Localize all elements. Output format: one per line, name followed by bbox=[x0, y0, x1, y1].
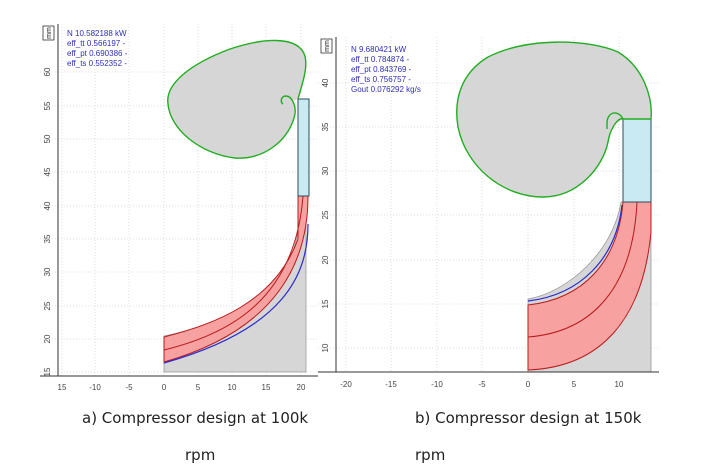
y-tick: 35 bbox=[321, 122, 330, 131]
y-tick: 45 bbox=[43, 167, 52, 176]
unit-label: mm bbox=[324, 40, 331, 52]
x-tick: 0 bbox=[162, 383, 167, 392]
y-tick: 30 bbox=[43, 267, 52, 276]
panel-a: 15 -10 -5 0 5 10 15 20 60 55 50 45 40 35… bbox=[40, 24, 318, 397]
y-tick-labels: 60 55 50 45 40 35 30 25 20 15 bbox=[43, 67, 52, 376]
panel-b-plot: -20 -15 -10 -5 0 5 10 40 35 30 25 20 15 … bbox=[318, 37, 659, 393]
volute bbox=[456, 41, 652, 198]
unit-label: mm bbox=[46, 27, 53, 39]
annotations: N 10.582188 kW eff_tt 0.566197 - eff_pt … bbox=[67, 29, 128, 68]
y-tick: 30 bbox=[321, 166, 330, 175]
y-tick: 50 bbox=[43, 134, 52, 143]
x-tick: -20 bbox=[340, 380, 352, 389]
x-tick: 0 bbox=[526, 380, 531, 389]
caption-b: b) Compressor design at 150k bbox=[415, 409, 642, 427]
x-tick: 10 bbox=[228, 383, 237, 392]
y-tick: 10 bbox=[321, 343, 330, 352]
annotation-eff-tt: eff_tt 0.784874 - bbox=[351, 55, 409, 64]
caption-b-line2: rpm bbox=[415, 446, 446, 464]
impeller-midline bbox=[163, 195, 304, 351]
impeller-midline bbox=[527, 201, 638, 338]
caption-a-line2: rpm bbox=[185, 446, 216, 464]
y-tick: 40 bbox=[321, 78, 330, 87]
annotation-power: N 10.582188 kW bbox=[67, 29, 127, 38]
annotations: N 9.680421 kW eff_tt 0.784874 - eff_pt 0… bbox=[351, 45, 421, 94]
x-tick: -5 bbox=[125, 383, 133, 392]
y-tick: 20 bbox=[321, 255, 330, 264]
x-tick: 15 bbox=[262, 383, 271, 392]
caption-a: a) Compressor design at 100k bbox=[82, 409, 309, 427]
x-tick-labels: 15 -10 -5 0 5 10 15 20 bbox=[58, 383, 306, 392]
y-tick: 40 bbox=[43, 201, 52, 210]
x-tick: 5 bbox=[572, 380, 577, 389]
unit-label-box bbox=[320, 38, 333, 54]
y-tick: 25 bbox=[43, 301, 52, 310]
x-tick: -15 bbox=[385, 380, 397, 389]
annotation-eff-tt: eff_tt 0.566197 - bbox=[67, 39, 125, 48]
y-tick: 15 bbox=[43, 367, 52, 376]
annotation-eff-pt: eff_pt 0.690386 - bbox=[67, 49, 128, 58]
annotation-eff-ts: eff_ts 0.552352 - bbox=[67, 59, 127, 68]
panel-a-plot: 15 -10 -5 0 5 10 15 20 60 55 50 45 40 35… bbox=[40, 24, 318, 397]
unit-label-box bbox=[42, 25, 55, 41]
x-tick: -10 bbox=[431, 380, 443, 389]
y-tick: 15 bbox=[321, 299, 330, 308]
x-tick: -5 bbox=[478, 380, 486, 389]
diffuser bbox=[622, 118, 652, 203]
diffuser bbox=[297, 98, 310, 197]
annotation-power: N 9.680421 kW bbox=[351, 45, 407, 54]
panel-b: -20 -15 -10 -5 0 5 10 40 35 30 25 20 15 … bbox=[318, 37, 659, 393]
volute bbox=[167, 39, 307, 159]
annotation-eff-pt: eff_pt 0.843769 - bbox=[351, 65, 412, 74]
shroud-line bbox=[163, 223, 309, 364]
y-tick: 55 bbox=[43, 101, 52, 110]
x-tick-labels: -20 -15 -10 -5 0 5 10 bbox=[340, 380, 624, 389]
y-tick: 20 bbox=[43, 334, 52, 343]
y-tick: 60 bbox=[43, 67, 52, 76]
impeller-passage bbox=[527, 201, 652, 371]
annotation-eff-ts: eff_ts 0.756757 - bbox=[351, 75, 411, 84]
x-tick: -10 bbox=[89, 383, 101, 392]
y-tick: 25 bbox=[321, 210, 330, 219]
x-tick: 15 bbox=[58, 383, 67, 392]
y-tick-labels: 40 35 30 25 20 15 10 bbox=[321, 78, 330, 352]
x-tick: 5 bbox=[196, 383, 201, 392]
y-tick: 35 bbox=[43, 234, 52, 243]
shroud-line bbox=[527, 204, 623, 302]
x-tick: 20 bbox=[297, 383, 306, 392]
x-tick: 10 bbox=[615, 380, 624, 389]
annotation-gout: Gout 0.076292 kg/s bbox=[351, 85, 421, 94]
